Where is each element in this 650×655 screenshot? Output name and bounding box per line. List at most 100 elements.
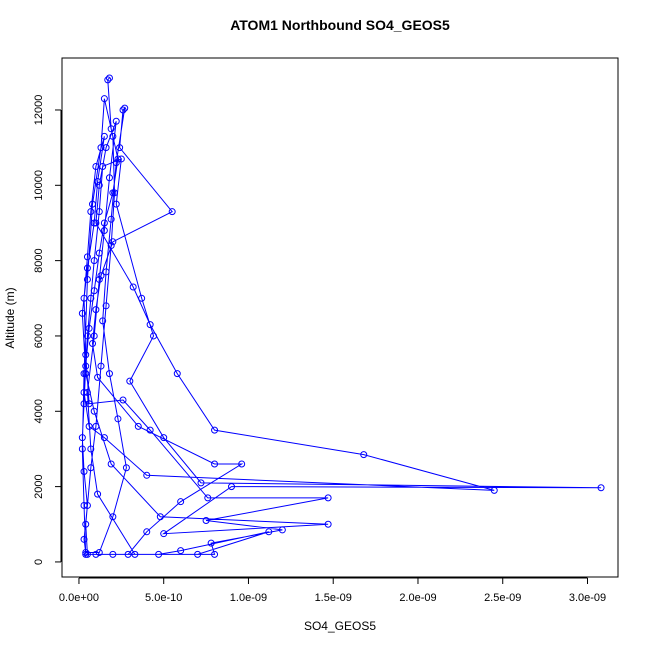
data-point [94,490,102,498]
plot-frame [61,57,619,578]
data-point [202,517,210,525]
x-tick-label: 1.5e-09 [315,592,352,604]
data-point [82,550,90,558]
data-point [143,528,151,536]
data-point [78,309,86,317]
data-point [100,95,108,103]
data-point [121,104,129,112]
data-point [102,268,110,276]
data-point [92,422,100,430]
data-point [160,530,168,538]
data-point [107,215,115,223]
data-point [194,550,202,558]
y-tick-label: 0 [33,559,45,565]
y-tick-label: 2000 [33,474,45,498]
data-point [87,294,95,302]
data-point [89,200,97,208]
data-point [146,426,154,434]
data-point [102,144,110,152]
x-axis-label: SO4_GEOS5 [304,619,376,633]
data-point [107,460,115,468]
x-tick-label: 1.0e-09 [230,592,267,604]
data-point [211,550,219,558]
data-point [109,238,117,246]
data-point [82,520,90,528]
data-point [82,362,90,370]
data-point [100,219,108,227]
data-point [324,494,332,502]
data-point [97,272,105,280]
data-point [90,287,98,295]
data-point [105,174,113,182]
data-point [105,74,113,82]
data-point [109,550,117,558]
data-point [90,332,98,340]
data-point [100,226,108,234]
data-point [119,396,127,404]
data-point [112,117,120,125]
data-point [124,550,132,558]
data-point [83,388,91,396]
data-point [129,283,137,291]
data-point [597,484,605,492]
data-point [155,550,163,558]
data-point [99,162,107,170]
data-point [90,407,98,415]
data-point [204,494,212,502]
data-point [90,219,98,227]
y-tick-label: 6000 [33,324,45,348]
x-tick-label: 2.0e-09 [399,592,436,604]
data-point [105,370,113,378]
data-point [87,208,95,216]
data-point [160,434,168,442]
data-point [94,373,102,381]
data-point [207,539,215,547]
data-point [134,422,142,430]
data-point [85,324,93,332]
data-point [324,520,332,528]
data-point [197,479,205,487]
data-point [100,132,108,140]
data-point [78,434,86,442]
data-point [95,275,103,283]
data-point [85,400,93,408]
data-point [95,549,103,557]
data-point [107,125,115,133]
data-point [80,400,88,408]
y-tick-label: 8000 [33,248,45,272]
data-point [114,155,122,163]
data-point [83,332,91,340]
data-point [177,547,185,555]
data-point [126,377,134,385]
x-tick-label: 3.0e-09 [569,592,606,604]
data-point [360,451,368,459]
data-point [102,302,110,310]
data-point [94,178,102,186]
data-point [83,264,91,272]
data-point [99,317,107,325]
data-point [122,464,130,472]
data-point [107,242,115,250]
data-point [100,434,108,442]
chart-title: ATOM1 Northbound SO4_GEOS5 [230,17,450,33]
data-point [95,181,103,189]
data-point [80,388,88,396]
data-point [92,162,100,170]
data-point [168,208,176,216]
data-point [112,200,120,208]
data-point [80,370,88,378]
data-point [156,513,164,521]
data-point [119,106,127,114]
data-point [80,535,88,543]
data-point [87,445,95,453]
data-point [83,275,91,283]
data-point [92,550,100,558]
data-point [143,471,151,479]
data-point [85,422,93,430]
data-point [131,550,139,558]
data-point [89,339,97,347]
data-point [111,189,119,197]
data-point [265,528,273,536]
